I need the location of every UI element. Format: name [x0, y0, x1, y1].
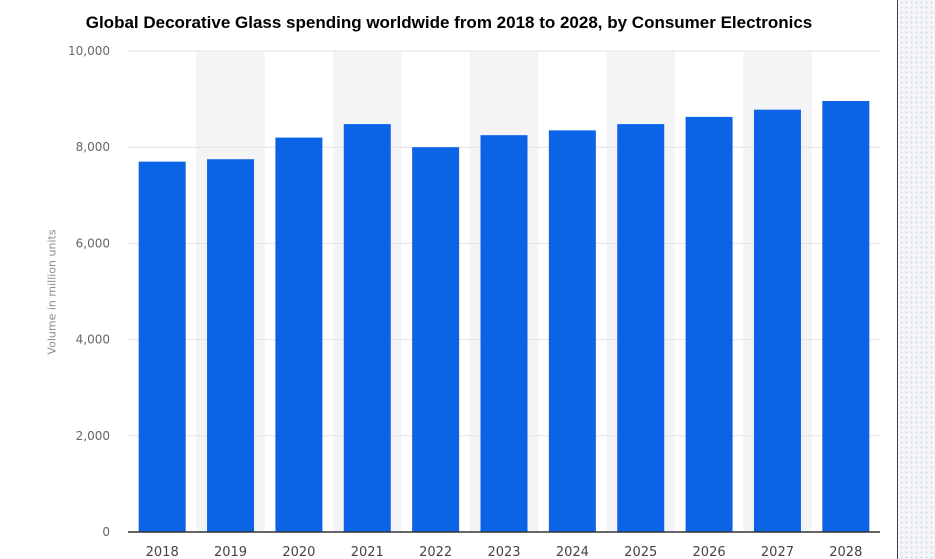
x-tick-label: 2022 — [419, 545, 452, 559]
y-axis-ticks: 0 2,000 4,000 6,000 8,000 10,000 — [68, 44, 110, 539]
bar — [275, 137, 323, 532]
x-tick-label: 2028 — [829, 545, 862, 559]
x-tick-label: 2021 — [351, 545, 384, 559]
y-tick-label: 6,000 — [76, 236, 110, 250]
y-tick-label: 2,000 — [76, 429, 110, 443]
side-pattern — [899, 0, 935, 559]
x-tick-label: 2027 — [761, 545, 794, 559]
bar — [753, 109, 801, 532]
x-tick-label: 2025 — [624, 545, 657, 559]
bar — [685, 116, 733, 532]
bar — [548, 130, 596, 533]
bar-chart: 0 2,000 4,000 6,000 8,000 10,000 2018 2019 2020… — [68, 44, 880, 559]
x-tick-label: 2024 — [556, 545, 589, 559]
chart-frame: Global Decorative Glass spending worldwi… — [45, 0, 898, 559]
x-tick-label: 2023 — [487, 545, 520, 559]
x-tick-label: 2020 — [282, 545, 315, 559]
bar — [343, 124, 391, 532]
bar — [207, 159, 255, 532]
x-tick-label: 2026 — [693, 545, 726, 559]
y-tick-label: 8,000 — [76, 140, 110, 154]
bar — [412, 147, 460, 532]
y-tick-label: 10,000 — [68, 44, 110, 58]
x-tick-label: 2019 — [214, 545, 247, 559]
y-tick-label: 4,000 — [76, 333, 110, 347]
x-tick-label: 2018 — [146, 545, 179, 559]
bar — [822, 101, 870, 533]
chart-title: Global Decorative Glass spending worldwi… — [85, 13, 813, 32]
bar — [617, 124, 665, 532]
bar — [480, 135, 528, 533]
bar — [138, 161, 186, 532]
bars — [138, 101, 870, 533]
y-tick-label: 0 — [102, 525, 110, 539]
x-axis-ticks: 2018 2019 2020 2021 2022 2023 2024 2025 2026 2027… — [146, 545, 863, 559]
